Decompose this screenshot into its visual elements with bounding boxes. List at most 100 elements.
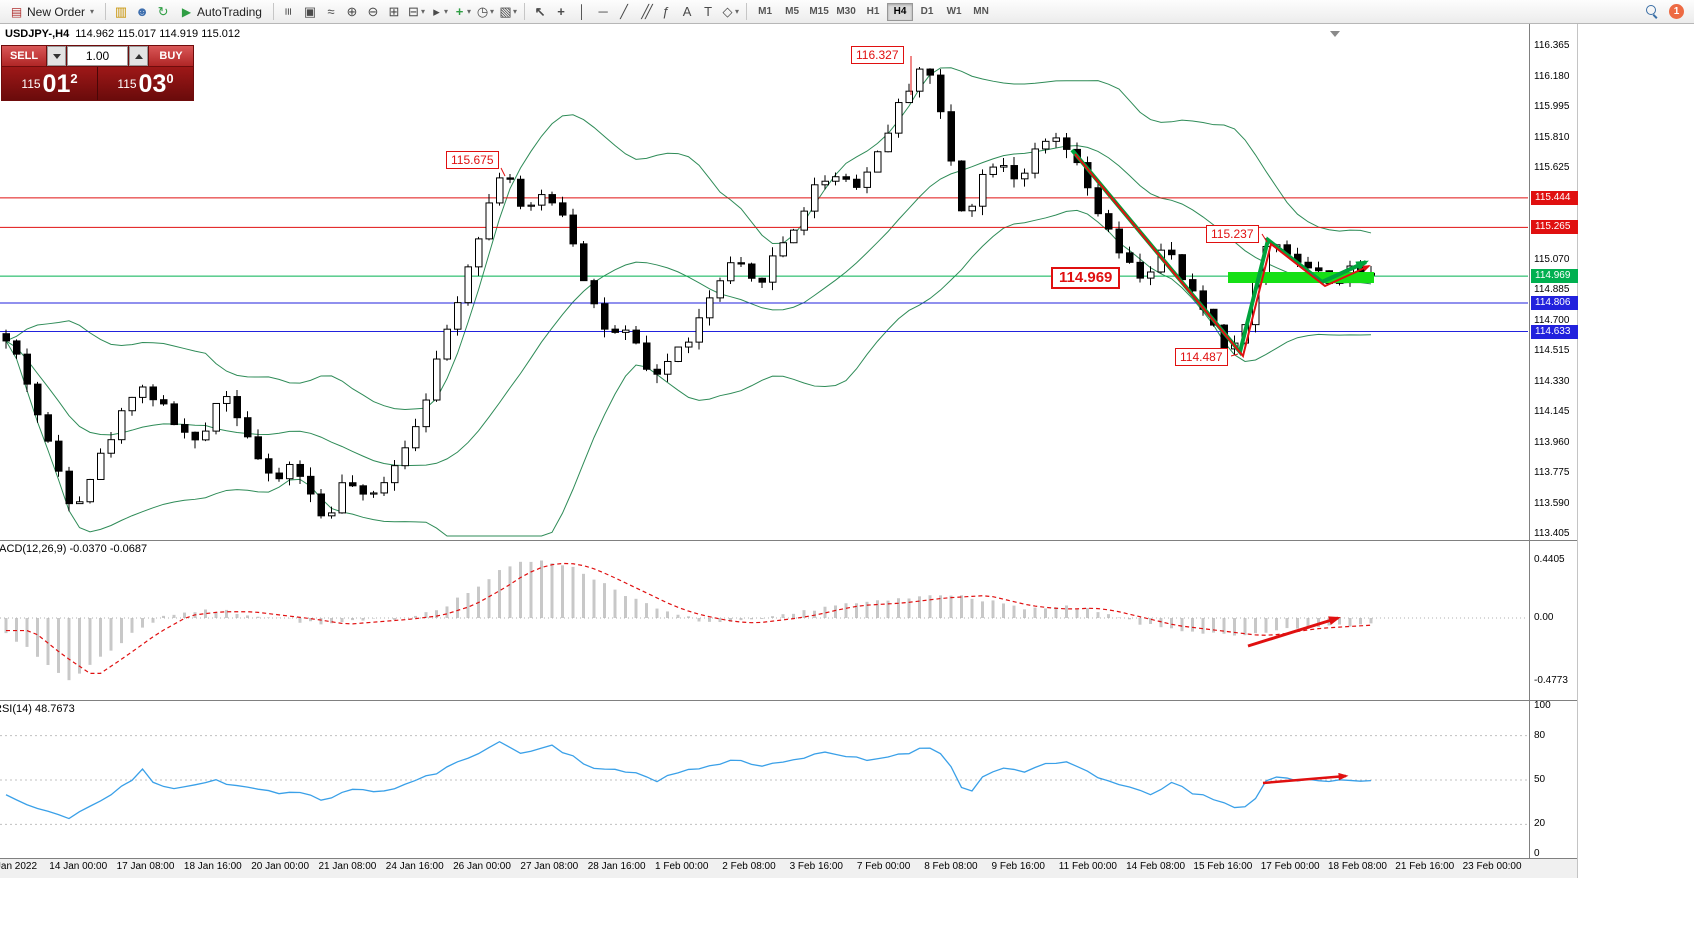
new-order-button-caret[interactable]: ▾ [90, 7, 95, 16]
timeframe-d1[interactable]: D1 [920, 6, 934, 17]
rsi-axis-tick[interactable]: 50 [1534, 774, 1546, 785]
macd-axis-tick[interactable]: 0.00 [1534, 612, 1554, 623]
price-axis-tick[interactable]: 113.775 [1534, 467, 1570, 478]
vertical-line-icon[interactable]: │ [572, 2, 592, 22]
navigator-icon[interactable]: ☻ [132, 2, 152, 22]
price-axis-tick[interactable]: 115.810 [1534, 131, 1570, 143]
time-axis-tick[interactable]: 24 Jan 16:00 [385, 861, 444, 872]
notification-badge[interactable]: 1 [1669, 4, 1684, 19]
macd-arrow[interactable] [1247, 616, 1341, 648]
zoom-out-icon[interactable]: ⊖ [363, 2, 383, 22]
time-axis-tick[interactable]: 17 Feb 00:00 [1260, 861, 1320, 872]
templates-icon-caret[interactable]: ▾ [513, 7, 518, 16]
channel-icon[interactable]: ╱╱ [635, 2, 655, 22]
time-axis-tick[interactable]: 7 Feb 00:00 [856, 861, 911, 872]
volume-up-button[interactable] [129, 46, 148, 66]
chart-shift-icon[interactable]: ▸ ▾ [428, 2, 450, 22]
price-axis-tick[interactable]: 115.995 [1534, 101, 1570, 112]
price-axis-tick[interactable]: 114.700 [1534, 314, 1570, 326]
chart-shift-icon-caret[interactable]: ▾ [443, 7, 448, 16]
timeframe-w1[interactable]: W1 [946, 6, 962, 17]
time-axis-tick[interactable]: 28 Jan 16:00 [587, 861, 646, 872]
periods-icon-caret[interactable]: ▾ [490, 7, 495, 16]
shapes-icon-caret[interactable]: ▾ [735, 7, 740, 16]
macd-axis-tick[interactable]: 0.4405 [1534, 553, 1565, 565]
text-label-icon[interactable]: T [698, 2, 718, 22]
market-watch-icon[interactable]: ▥ [111, 2, 131, 22]
periods-icon[interactable]: ◷ ▾ [474, 2, 496, 22]
buy-button[interactable]: BUY [149, 46, 193, 66]
time-axis-tick[interactable]: 21 Feb 16:00 [1395, 861, 1455, 872]
time-axis-tick[interactable]: 21 Jan 08:00 [318, 861, 377, 872]
volume-input[interactable] [67, 46, 128, 66]
sell-button[interactable]: SELL [2, 46, 46, 66]
time-axis-tick[interactable]: 9 Feb 16:00 [991, 861, 1045, 872]
time-axis-strip[interactable] [0, 859, 1578, 878]
cursor-icon[interactable]: ↖ [530, 2, 550, 22]
price-axis-tick[interactable]: 114.515 [1534, 345, 1570, 356]
time-axis-tick[interactable]: 27 Jan 08:00 [520, 861, 579, 872]
search-icon[interactable] [1642, 2, 1662, 22]
timeframe-m15[interactable]: M15 [809, 6, 829, 17]
rsi-arrow[interactable] [1262, 772, 1349, 785]
timeframe-m1[interactable]: M1 [758, 6, 773, 17]
price-axis-tick[interactable]: 116.365 [1534, 40, 1570, 51]
price-annotation[interactable]: 115.675 [446, 151, 499, 169]
templates-icon[interactable]: ▧ ▾ [497, 2, 519, 22]
price-axis-tick[interactable]: 115.625 [1534, 162, 1570, 173]
line-chart-icon[interactable]: ≈ [321, 2, 341, 22]
time-axis-tick[interactable]: 18 Feb 08:00 [1328, 861, 1387, 872]
rsi-axis-tick[interactable]: 80 [1534, 729, 1546, 741]
price-axis-tick[interactable]: 114.330 [1534, 375, 1570, 387]
price-axis-tick[interactable]: 113.405 [1534, 528, 1570, 539]
rsi-axis-tick[interactable]: 100 [1534, 700, 1551, 711]
arrange-windows-icon[interactable]: ⊟ ▾ [405, 2, 427, 22]
buy-price-button[interactable]: 115 03 0 [97, 67, 193, 100]
volume-down-button[interactable] [47, 46, 66, 66]
time-axis-tick[interactable]: 11 Feb 00:00 [1058, 861, 1117, 872]
time-axis-tick[interactable]: 13 Jan 2022 [0, 861, 38, 872]
price-annotation[interactable]: 116.327 [851, 46, 904, 64]
rsi-axis-tick[interactable]: 0 [1534, 848, 1540, 859]
arrange-windows-icon-caret[interactable]: ▾ [420, 7, 425, 16]
price-axis-tick[interactable]: 115.070 [1534, 253, 1570, 265]
support-highlight-zone[interactable] [1228, 272, 1374, 283]
time-axis-tick[interactable]: 20 Jan 00:00 [251, 861, 310, 872]
chart-end-marker[interactable] [1330, 31, 1340, 37]
sell-price-button[interactable]: 115 01 2 [2, 67, 97, 100]
time-axis-tick[interactable]: 1 Feb 00:00 [655, 861, 709, 872]
tile-windows-icon[interactable]: ⊞ [384, 2, 404, 22]
trend-arrow-red[interactable] [1074, 153, 1371, 359]
shapes-icon[interactable]: ◇ ▾ [719, 2, 741, 22]
price-axis-tick[interactable]: 113.960 [1534, 436, 1570, 448]
zoom-in-icon[interactable]: ⊕ [342, 2, 362, 22]
time-axis-tick[interactable]: 3 Feb 16:00 [789, 861, 843, 872]
trendline-icon[interactable]: ╱ [614, 2, 634, 22]
price-annotation[interactable]: 114.487 [1175, 348, 1228, 366]
indicators-icon-caret[interactable]: ▾ [467, 7, 472, 16]
indicators-icon[interactable]: + ▾ [451, 2, 473, 22]
horizontal-line-icon[interactable]: ─ [593, 2, 613, 22]
price-axis-tick[interactable]: 113.590 [1534, 497, 1570, 509]
time-axis-tick[interactable]: 23 Feb 00:00 [1462, 861, 1522, 872]
bar-chart-icon[interactable]: ≡ [279, 2, 299, 22]
price-annotation[interactable]: 114.969 [1051, 267, 1121, 289]
new-order-button[interactable]: ▤ New Order ▾ [4, 2, 100, 22]
timeframe-mn[interactable]: MN [973, 6, 989, 17]
macd-axis-tick[interactable]: -0.4773 [1534, 675, 1568, 686]
price-axis-tick[interactable]: 114.885 [1534, 284, 1570, 295]
price-axis-tick[interactable]: 116.180 [1534, 70, 1570, 82]
timeframe-h1[interactable]: H1 [866, 6, 880, 17]
autotrading-button[interactable]: ▶ AutoTrading [174, 2, 268, 22]
time-axis-tick[interactable]: 8 Feb 08:00 [924, 861, 978, 872]
time-axis-tick[interactable]: 17 Jan 08:00 [116, 861, 175, 872]
timeframe-h4[interactable]: H4 [887, 2, 914, 21]
fibonacci-icon[interactable]: ƒ [656, 2, 676, 22]
time-axis-tick[interactable]: 14 Jan 00:00 [49, 861, 108, 872]
text-icon[interactable]: A [677, 2, 697, 22]
price-axis-tick[interactable]: 114.145 [1534, 406, 1570, 417]
timeframe-m5[interactable]: M5 [785, 6, 800, 17]
time-axis-tick[interactable]: 26 Jan 00:00 [453, 861, 511, 872]
candlestick-chart-icon[interactable]: ▣ [300, 2, 320, 22]
